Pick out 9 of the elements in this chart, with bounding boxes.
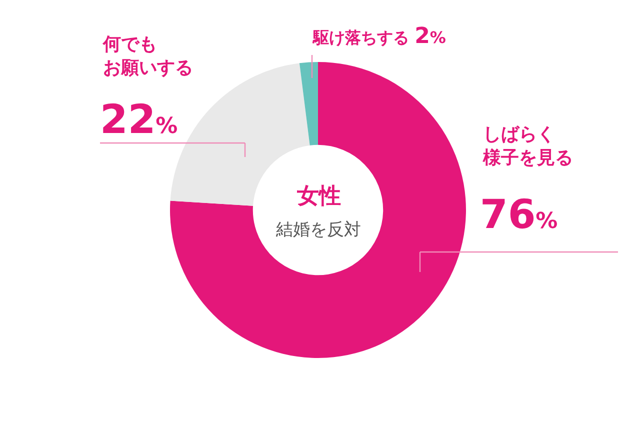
slice-label: 駆け落ちする: [313, 28, 409, 47]
data-label: 2%: [414, 24, 446, 49]
slice-label: 何でもお願いする: [102, 34, 193, 78]
data-label: 76%: [480, 192, 558, 238]
text: 女性: [296, 184, 341, 209]
donut-slice: [299, 62, 318, 146]
text: 結婚を反対: [275, 220, 361, 240]
data-label: 22%: [100, 97, 178, 143]
slice-label: しばらく様子を見る: [482, 124, 573, 168]
